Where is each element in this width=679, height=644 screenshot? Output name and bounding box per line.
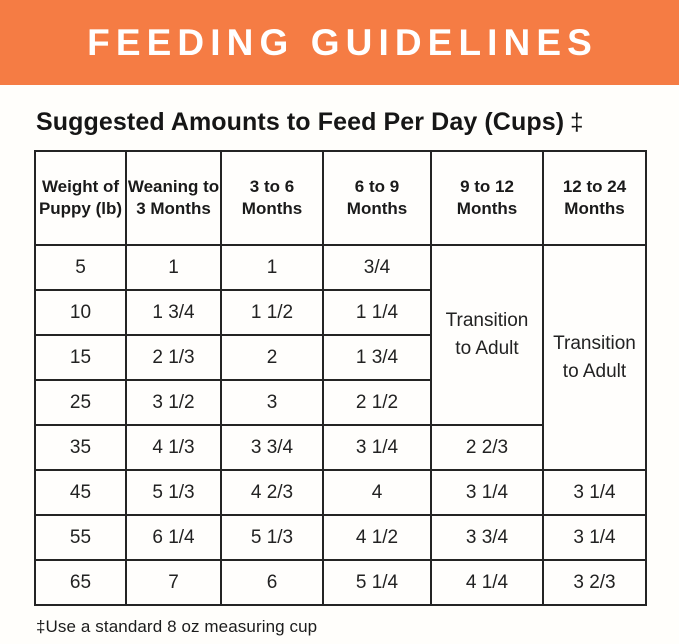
amount-cell: 4 2/3 bbox=[220, 469, 324, 516]
weight-cell: 5 bbox=[34, 244, 127, 291]
column-header-weight: Weight of Puppy (lb) bbox=[34, 150, 127, 246]
weight-cell: 45 bbox=[34, 469, 127, 516]
feeding-guidelines-banner: FEEDING GUIDELINES bbox=[0, 0, 679, 85]
amount-cell: 2 2/3 bbox=[430, 424, 544, 471]
amount-cell: 3 3/4 bbox=[220, 424, 324, 471]
column-header-12-to-24: 12 to 24 Months bbox=[542, 150, 647, 246]
amount-cell: 3 1/4 bbox=[322, 424, 432, 471]
weight-cell: 10 bbox=[34, 289, 127, 336]
amount-cell: 3 1/4 bbox=[542, 469, 647, 516]
amount-cell: 3 2/3 bbox=[542, 559, 647, 606]
page-title-text: Suggested Amounts to Feed Per Day (Cups) bbox=[36, 108, 565, 136]
table-row: 15 2 1/3 2 1 3/4 bbox=[34, 334, 646, 381]
table-row: 35 4 1/3 3 3/4 3 1/4 2 2/3 bbox=[34, 424, 646, 471]
amount-cell: 1 3/4 bbox=[125, 289, 222, 336]
table-row: 10 1 3/4 1 1/2 1 1/4 bbox=[34, 289, 646, 336]
double-dagger-mark: ‡ bbox=[570, 109, 584, 136]
feeding-table: Weight of Puppy (lb) Weaning to 3 Months… bbox=[34, 150, 647, 606]
amount-cell: 3 bbox=[220, 379, 324, 426]
weight-cell: 65 bbox=[34, 559, 127, 606]
page-title: Suggested Amounts to Feed Per Day (Cups)… bbox=[36, 108, 679, 137]
amount-cell: 1 1/2 bbox=[220, 289, 324, 336]
table-row: 65 7 6 5 1/4 4 1/4 3 2/3 bbox=[34, 559, 647, 606]
table-header-row: Weight of Puppy (lb) Weaning to 3 Months… bbox=[34, 150, 647, 246]
table-row: 25 3 1/2 3 2 1/2 bbox=[34, 379, 646, 426]
amount-cell: 5 1/4 bbox=[322, 559, 432, 606]
column-header-weaning: Weaning to 3 Months bbox=[125, 150, 222, 246]
amount-cell: 6 1/4 bbox=[125, 514, 222, 561]
weight-cell: 15 bbox=[34, 334, 127, 381]
footnote: ‡Use a standard 8 oz measuring cup bbox=[36, 617, 318, 636]
transition-cell: Transition to Adult bbox=[542, 244, 647, 471]
amount-cell: 2 1/2 bbox=[322, 379, 432, 426]
amount-cell: 6 bbox=[220, 559, 324, 606]
amount-cell: 4 1/3 bbox=[125, 424, 222, 471]
amount-cell: 3 1/4 bbox=[542, 514, 647, 561]
weight-cell: 55 bbox=[34, 514, 127, 561]
amount-cell: 4 1/4 bbox=[430, 559, 544, 606]
amount-cell: 4 bbox=[322, 469, 432, 516]
banner-title: FEEDING GUIDELINES bbox=[87, 21, 598, 63]
column-header-9-to-12: 9 to 12 Months bbox=[430, 150, 544, 246]
table-row: 45 5 1/3 4 2/3 4 3 1/4 3 1/4 bbox=[34, 469, 647, 516]
transition-cell: Transition to Adult bbox=[430, 244, 544, 426]
column-header-3-to-6: 3 to 6 Months bbox=[220, 150, 324, 246]
amount-cell: 3 3/4 bbox=[430, 514, 544, 561]
amount-cell: 4 1/2 bbox=[322, 514, 432, 561]
column-header-6-to-9: 6 to 9 Months bbox=[322, 150, 432, 246]
weight-cell: 35 bbox=[34, 424, 127, 471]
amount-cell: 1 bbox=[220, 244, 324, 291]
amount-cell: 5 1/3 bbox=[125, 469, 222, 516]
amount-cell: 3/4 bbox=[322, 244, 432, 291]
amount-cell: 2 1/3 bbox=[125, 334, 222, 381]
amount-cell: 1 1/4 bbox=[322, 289, 432, 336]
amount-cell: 5 1/3 bbox=[220, 514, 324, 561]
amount-cell: 3 1/2 bbox=[125, 379, 222, 426]
amount-cell: 1 3/4 bbox=[322, 334, 432, 381]
amount-cell: 7 bbox=[125, 559, 222, 606]
amount-cell: 1 bbox=[125, 244, 222, 291]
weight-cell: 25 bbox=[34, 379, 127, 426]
table-row: 55 6 1/4 5 1/3 4 1/2 3 3/4 3 1/4 bbox=[34, 514, 647, 561]
amount-cell: 2 bbox=[220, 334, 324, 381]
amount-cell: 3 1/4 bbox=[430, 469, 544, 516]
table-row: 5 1 1 3/4 Transition to Adult Transition… bbox=[34, 244, 647, 471]
